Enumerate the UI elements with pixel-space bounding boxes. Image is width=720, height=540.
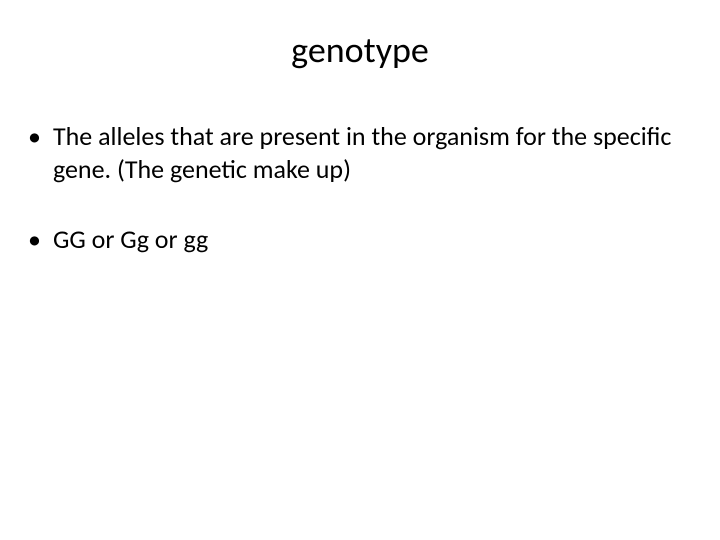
bullet-text: GG or Gg or gg: [53, 223, 680, 256]
slide-content: • The alleles that are present in the or…: [0, 120, 720, 256]
bullet-icon: •: [28, 223, 41, 256]
bullet-icon: •: [28, 120, 41, 153]
list-item: • The alleles that are present in the or…: [28, 120, 680, 187]
slide-container: genotype • The alleles that are present …: [0, 0, 720, 540]
slide-title: genotype: [0, 28, 720, 72]
bullet-text: The alleles that are present in the orga…: [53, 120, 680, 187]
list-item: • GG or Gg or gg: [28, 223, 680, 256]
